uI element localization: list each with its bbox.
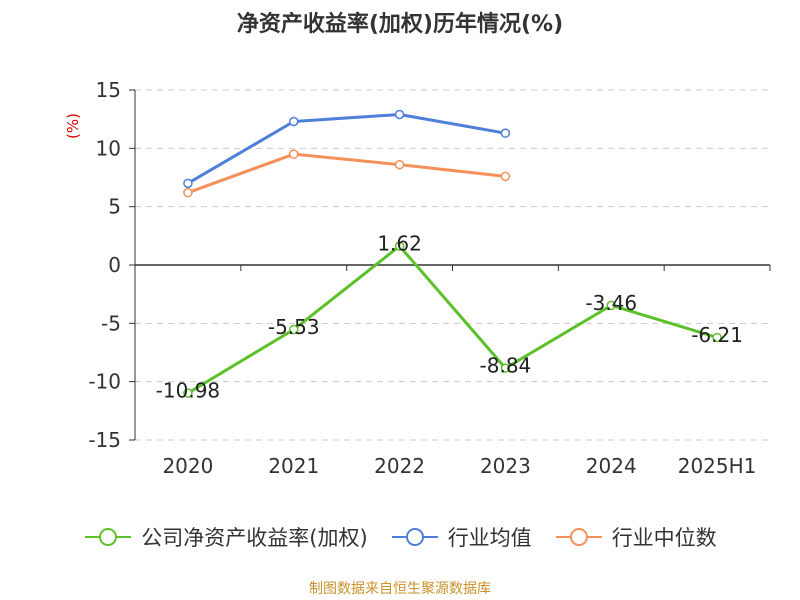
- data-label: -5.53: [268, 315, 320, 339]
- data-labels: -10.98 -5.53 1.62 -8.84 -3.46 -6.21: [156, 232, 743, 403]
- legend-label: 行业中位数: [611, 526, 717, 550]
- y-tick-label: -10: [88, 370, 121, 394]
- data-point: [289, 116, 299, 127]
- legend-swatch-icon: [391, 528, 438, 546]
- data-point: [606, 300, 616, 311]
- data-label: -8.84: [480, 354, 532, 378]
- legend-item[interactable]: 行业均值: [390, 522, 532, 552]
- series-line-0: [187, 244, 718, 395]
- data-point: [394, 159, 405, 170]
- series-line-1: [187, 113, 506, 185]
- x-tick-label: 2021: [268, 454, 319, 478]
- data-point: [183, 178, 193, 189]
- y-tick-label: 5: [108, 195, 121, 219]
- data-label: -6.21: [691, 323, 743, 347]
- y-tick-label: 0: [108, 253, 121, 277]
- axes: 15 10 5 0 -5 -10 -15 (%) 2020 2021 2022 2023 2024 202…: [64, 78, 771, 478]
- legend-item[interactable]: 公司净资产收益率(加权): [83, 522, 368, 552]
- data-point: [183, 187, 193, 198]
- data-point: [500, 128, 511, 138]
- legend-swatch-icon: [85, 528, 132, 546]
- legend-item[interactable]: 行业中位数: [554, 522, 717, 552]
- x-tick-label: 2023: [480, 454, 531, 478]
- y-tick-label: 10: [96, 136, 121, 160]
- x-tick-label: 2025H1: [678, 454, 757, 478]
- grid-lines: [135, 89, 770, 441]
- data-point: [712, 332, 722, 343]
- y-axis-unit-label: (%): [64, 113, 82, 139]
- source-note: 制图数据来自恒生聚源数据库: [309, 581, 491, 597]
- legend: 公司净资产收益率(加权) 行业均值 行业中位数: [0, 522, 800, 552]
- data-point: [394, 241, 405, 251]
- data-point: [500, 363, 511, 373]
- y-tick-label: -5: [101, 311, 121, 335]
- data-point: [394, 109, 405, 120]
- data-label: -3.46: [585, 291, 637, 315]
- series-line-2: [187, 152, 506, 195]
- data-point: [183, 388, 193, 398]
- data-point: [289, 324, 299, 335]
- legend-swatch-marker: [405, 528, 424, 546]
- legend-swatch-marker: [569, 528, 588, 546]
- x-tick-label: 2020: [162, 454, 213, 478]
- data-point: [289, 149, 299, 159]
- chart-title: 净资产收益率(加权)历年情况(%): [236, 12, 564, 37]
- legend-label: 公司净资产收益率(加权): [141, 526, 368, 550]
- series-lines: [183, 109, 722, 398]
- data-label: -10.98: [156, 379, 220, 403]
- legend-swatch-icon: [555, 528, 602, 546]
- x-tick-label: 2024: [586, 454, 637, 478]
- y-tick-label: -15: [88, 428, 121, 452]
- legend-label: 行业均值: [447, 526, 532, 550]
- y-tick-label: 15: [96, 78, 121, 102]
- data-point: [500, 171, 511, 182]
- x-tick-label: 2022: [374, 454, 425, 478]
- data-label: 1.62: [377, 232, 422, 256]
- legend-swatch-marker: [99, 528, 118, 546]
